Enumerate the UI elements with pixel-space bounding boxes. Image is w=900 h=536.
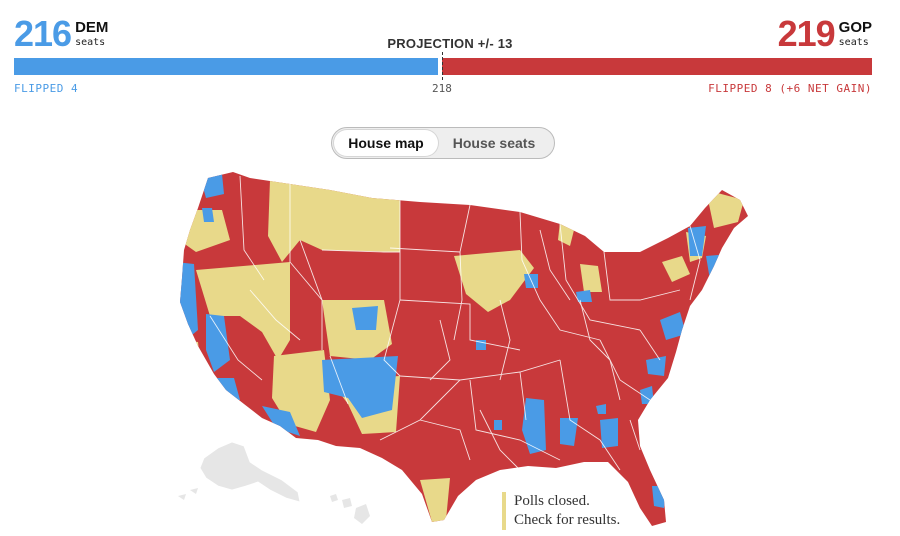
legend-line-1: Polls closed. (514, 493, 590, 509)
legend-text: Polls closed. Check for results. (514, 492, 620, 530)
hawaii-shape (330, 494, 370, 524)
dem-flipped-label: FLIPPED 4 (14, 82, 79, 95)
seat-bar (14, 58, 872, 75)
alaska-shape-islands (178, 488, 198, 500)
dem-tally: 216 DEM seats (14, 14, 108, 54)
gop-party-block: GOP seats (839, 20, 872, 49)
gop-seat-count: 219 (777, 13, 836, 54)
dem-party-name: DEM (75, 19, 109, 36)
gop-bar-segment (442, 58, 872, 75)
dem-seat-count: 216 (14, 13, 72, 54)
gop-seats-unit: seats (838, 37, 869, 48)
polls-closed-swatch (502, 492, 506, 530)
legend-line-2: Check for results. (514, 512, 621, 528)
gop-flipped-label: FLIPPED 8 (+6 NET GAIN) (708, 82, 872, 95)
gop-tally: 219 GOP seats (778, 14, 872, 54)
dem-party-block: DEM seats (75, 20, 108, 49)
toggle-house-map[interactable]: House map (334, 130, 438, 156)
district-boundaries (209, 175, 701, 471)
dem-seats-unit: seats (75, 37, 106, 48)
majority-marker (442, 52, 443, 80)
map-legend: Polls closed. Check for results. (502, 492, 620, 530)
view-toggle: House map House seats (331, 127, 555, 159)
gop-party-name: GOP (838, 19, 872, 36)
dem-bar-segment (14, 58, 438, 75)
majority-label: 218 (432, 82, 452, 95)
toggle-house-seats[interactable]: House seats (452, 135, 536, 151)
alaska-shape (199, 441, 301, 503)
projection-label: PROJECTION +/- 13 (387, 36, 513, 51)
projection-label-wrap: PROJECTION +/- 13 (0, 35, 900, 53)
